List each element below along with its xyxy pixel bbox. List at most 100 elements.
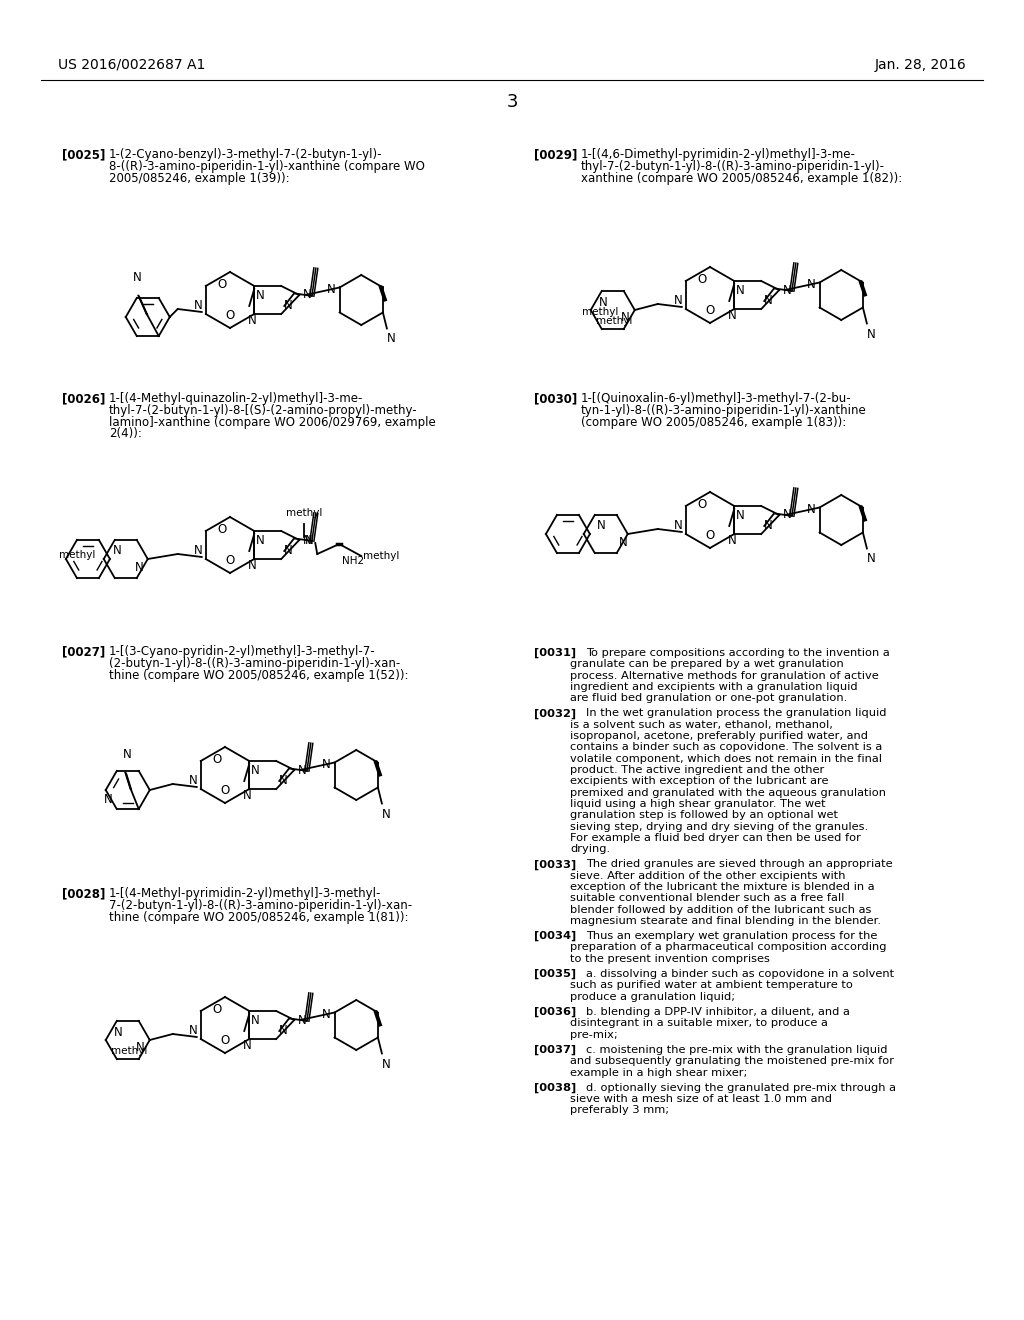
Text: [0034]: [0034] — [534, 931, 577, 941]
Text: N: N — [783, 508, 792, 521]
Text: methyl: methyl — [364, 550, 399, 561]
Text: xanthine (compare WO 2005/085246, example 1(82)):: xanthine (compare WO 2005/085246, exampl… — [581, 172, 902, 185]
Text: and subsequently granulating the moistened pre-mix for: and subsequently granulating the moisten… — [570, 1056, 894, 1067]
Text: methyl: methyl — [596, 315, 632, 326]
Text: lamino]-xanthine (compare WO 2006/029769, example: lamino]-xanthine (compare WO 2006/029769… — [109, 416, 436, 429]
Text: [0036]: [0036] — [534, 1007, 577, 1018]
Text: 2005/085246, example 1(39)):: 2005/085246, example 1(39)): — [109, 172, 290, 185]
Text: 2(4)):: 2(4)): — [109, 428, 142, 441]
Text: N: N — [728, 309, 736, 322]
Text: [0026]: [0026] — [62, 392, 105, 405]
Text: O: O — [697, 273, 707, 286]
Text: N: N — [256, 289, 265, 302]
Text: thine (compare WO 2005/085246, example 1(81)):: thine (compare WO 2005/085246, example 1… — [109, 911, 409, 924]
Text: [0033]: [0033] — [534, 859, 577, 870]
Text: N: N — [285, 544, 293, 557]
Text: O: O — [706, 529, 715, 543]
Text: suitable conventional blender such as a free fall: suitable conventional blender such as a … — [570, 894, 845, 903]
Text: [0032]: [0032] — [534, 709, 577, 719]
Text: N: N — [621, 312, 629, 323]
Text: N: N — [303, 533, 312, 546]
Text: N: N — [285, 300, 293, 312]
Text: N: N — [189, 1024, 198, 1038]
Text: c. moistening the pre-mix with the granulation liquid: c. moistening the pre-mix with the granu… — [586, 1045, 888, 1055]
Text: 7-(2-butyn-1-yl)-8-((R)-3-amino-piperidin-1-yl)-xan-: 7-(2-butyn-1-yl)-8-((R)-3-amino-piperidi… — [109, 899, 412, 912]
Text: N: N — [251, 1014, 260, 1027]
Text: (compare WO 2005/085246, example 1(83)):: (compare WO 2005/085246, example 1(83)): — [581, 416, 846, 429]
Text: N: N — [807, 279, 815, 290]
Text: disintegrant in a suitable mixer, to produce a: disintegrant in a suitable mixer, to pro… — [570, 1018, 827, 1028]
Text: N: N — [764, 519, 773, 532]
Text: N: N — [866, 553, 876, 565]
Text: d. optionally sieving the granulated pre-mix through a: d. optionally sieving the granulated pre… — [586, 1082, 896, 1093]
Text: O: O — [213, 752, 222, 766]
Text: tyn-1-yl)-8-((R)-3-amino-piperidin-1-yl)-xanthine: tyn-1-yl)-8-((R)-3-amino-piperidin-1-yl)… — [581, 404, 866, 417]
Text: N: N — [243, 789, 252, 803]
Text: N: N — [114, 1026, 122, 1039]
Text: N: N — [736, 510, 745, 521]
Text: 1-[(4,6-Dimethyl-pyrimidin-2-yl)methyl]-3-me-: 1-[(4,6-Dimethyl-pyrimidin-2-yl)methyl]-… — [581, 148, 856, 161]
Text: N: N — [866, 327, 876, 341]
Text: N: N — [728, 535, 736, 546]
Text: [0035]: [0035] — [534, 969, 577, 979]
Text: blender followed by addition of the lubricant such as: blender followed by addition of the lubr… — [570, 904, 871, 915]
Text: example in a high shear mixer;: example in a high shear mixer; — [570, 1068, 748, 1077]
Text: drying.: drying. — [570, 843, 610, 854]
Text: 1-[(4-Methyl-pyrimidin-2-yl)methyl]-3-methyl-: 1-[(4-Methyl-pyrimidin-2-yl)methyl]-3-me… — [109, 887, 381, 900]
Text: N: N — [764, 294, 773, 308]
Text: [0025]: [0025] — [62, 148, 105, 161]
Text: N: N — [256, 535, 265, 546]
Text: are fluid bed granulation or one-pot granulation.: are fluid bed granulation or one-pot gra… — [570, 693, 847, 704]
Text: N: N — [598, 296, 607, 309]
Text: O: O — [697, 498, 707, 511]
Text: O: O — [225, 554, 234, 568]
Text: thyl-7-(2-butyn-1-yl)-8-[(S)-(2-amino-propyl)-methy-: thyl-7-(2-butyn-1-yl)-8-[(S)-(2-amino-pr… — [109, 404, 418, 417]
Text: N: N — [104, 793, 113, 807]
Text: granulate can be prepared by a wet granulation: granulate can be prepared by a wet granu… — [570, 659, 844, 669]
Text: US 2016/0022687 A1: US 2016/0022687 A1 — [58, 58, 206, 73]
Text: N: N — [618, 536, 628, 549]
Text: N: N — [135, 1041, 144, 1055]
Text: methyl: methyl — [111, 1045, 147, 1056]
Text: product. The active ingredient and the other: product. The active ingredient and the o… — [570, 766, 824, 775]
Text: In the wet granulation process the granulation liquid: In the wet granulation process the granu… — [586, 709, 887, 718]
Text: NH2: NH2 — [342, 556, 365, 566]
Text: N: N — [123, 748, 131, 762]
Text: methyl: methyl — [582, 308, 617, 317]
Text: N: N — [322, 1008, 331, 1020]
Text: N: N — [386, 333, 395, 346]
Text: N: N — [113, 544, 121, 557]
Text: [0031]: [0031] — [534, 648, 577, 659]
Text: a. dissolving a binder such as copovidone in a solvent: a. dissolving a binder such as copovidon… — [586, 969, 894, 979]
Text: O: O — [706, 304, 715, 317]
Text: (2-butyn-1-yl)-8-((R)-3-amino-piperidin-1-yl)-xan-: (2-butyn-1-yl)-8-((R)-3-amino-piperidin-… — [109, 657, 400, 669]
Text: N: N — [674, 519, 683, 532]
Text: N: N — [303, 289, 312, 301]
Text: premixed and granulated with the aqueous granulation: premixed and granulated with the aqueous… — [570, 788, 886, 797]
Text: 1-(2-Cyano-benzyl)-3-methyl-7-(2-butyn-1-yl)-: 1-(2-Cyano-benzyl)-3-methyl-7-(2-butyn-1… — [109, 148, 383, 161]
Text: To prepare compositions according to the invention a: To prepare compositions according to the… — [586, 648, 890, 657]
Text: b. blending a DPP-IV inhibitor, a diluent, and a: b. blending a DPP-IV inhibitor, a diluen… — [586, 1007, 850, 1016]
Text: to the present invention comprises: to the present invention comprises — [570, 954, 770, 964]
Text: contains a binder such as copovidone. The solvent is a: contains a binder such as copovidone. Th… — [570, 742, 883, 752]
Text: N: N — [807, 503, 815, 516]
Text: excipients with exception of the lubricant are: excipients with exception of the lubrica… — [570, 776, 828, 787]
Text: Thus an exemplary wet granulation process for the: Thus an exemplary wet granulation proces… — [586, 931, 878, 941]
Text: exception of the lubricant the mixture is blended in a: exception of the lubricant the mixture i… — [570, 882, 874, 892]
Text: N: N — [298, 763, 307, 776]
Text: N: N — [248, 314, 257, 327]
Text: O: O — [213, 1003, 222, 1016]
Text: N: N — [189, 774, 198, 787]
Text: process. Alternative methods for granulation of active: process. Alternative methods for granula… — [570, 671, 879, 681]
Text: sieving step, drying and dry sieving of the granules.: sieving step, drying and dry sieving of … — [570, 821, 868, 832]
Text: 3: 3 — [506, 92, 518, 111]
Text: O: O — [220, 784, 229, 797]
Text: N: N — [382, 808, 390, 821]
Text: N: N — [736, 284, 745, 297]
Text: pre-mix;: pre-mix; — [570, 1030, 617, 1040]
Text: [0037]: [0037] — [534, 1045, 577, 1055]
Text: magnesium stearate and final blending in the blender.: magnesium stearate and final blending in… — [570, 916, 881, 925]
Text: N: N — [251, 764, 260, 777]
Text: N: N — [783, 284, 792, 297]
Text: preferably 3 mm;: preferably 3 mm; — [570, 1105, 669, 1115]
